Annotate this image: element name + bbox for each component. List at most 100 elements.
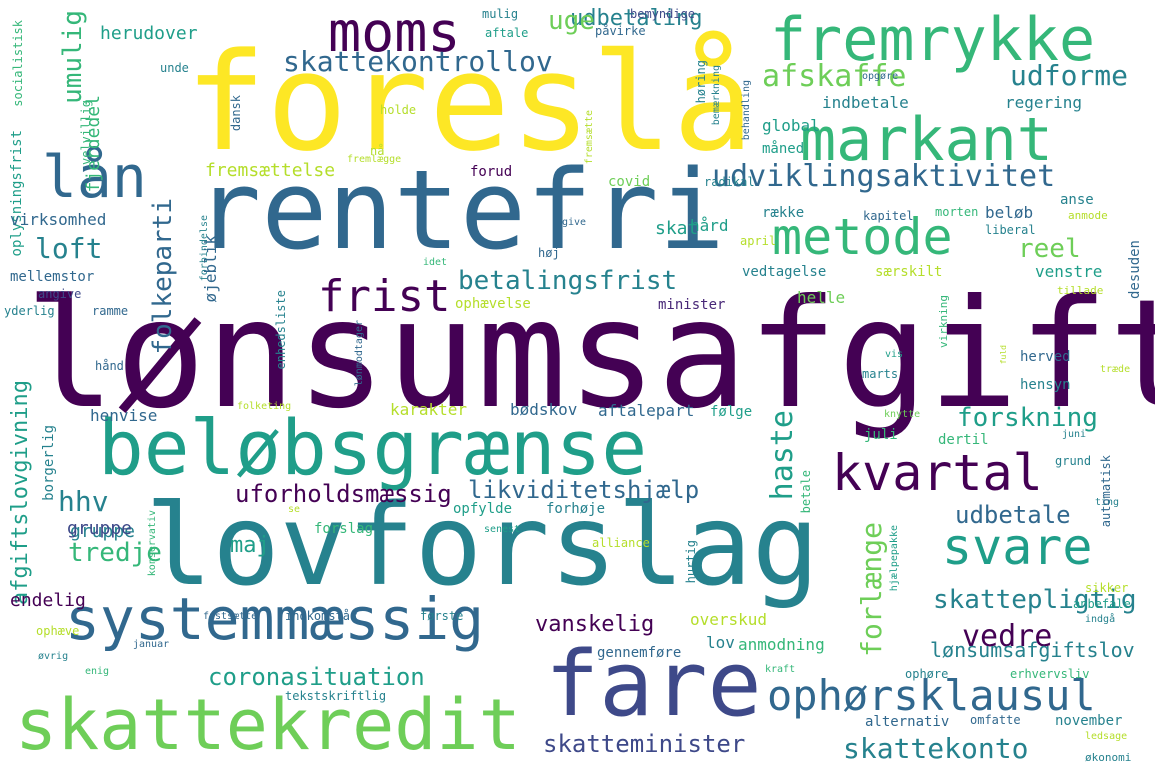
word-mulig: mulig (482, 7, 519, 21)
word-alliance: alliance (592, 536, 650, 550)
word-ting: ting (1095, 497, 1120, 508)
word-umulig: umulig (58, 10, 88, 104)
word-radikal: radikal (704, 175, 755, 189)
word-grund: grund (1055, 454, 1092, 468)
word-skat: skat (655, 218, 699, 239)
word-fastsaette: fastsætte (203, 611, 258, 622)
word-uge: uge (548, 6, 595, 36)
word-automatisk: automatisk (1099, 455, 1113, 528)
word-forud: forud (470, 164, 513, 180)
word-maj: maj (230, 533, 270, 558)
word-minister: minister (658, 297, 726, 313)
word-anse: anse (1060, 192, 1094, 208)
word-ramme: ramme (92, 304, 129, 318)
word-enhedsliste: enhedsliste (274, 290, 288, 370)
word-se: se (288, 504, 301, 515)
word-okonomi: økonomi (1085, 751, 1132, 764)
word-gruppe: gruppe (70, 521, 136, 542)
word-angive: angive (38, 287, 82, 301)
word-tillade: tillade (1057, 284, 1104, 297)
word-lonsumsafgiftslov: lønsumsafgiftslov (930, 638, 1135, 662)
word-skattekontrollov: skattekontrollov (283, 45, 553, 78)
word-udbetaling: udbetaling (570, 6, 703, 31)
word-udviklingsaktivitet: udviklingsaktivitet (712, 159, 1056, 194)
word-loft: loft (35, 232, 103, 265)
word-holde: holde (380, 103, 417, 117)
word-hard: hård (690, 216, 729, 235)
word-konservativ: konservativ (147, 510, 158, 577)
word-betale: betale (799, 470, 813, 514)
word-fremrykke: fremrykke (770, 5, 1096, 75)
word-lov: lov (706, 633, 735, 652)
word-likviditetshjaelp: likviditetshjælp (468, 476, 700, 504)
word-forlaenge: forlænge (855, 522, 888, 657)
word-ophaeve: ophæve (36, 624, 80, 638)
word-traede: træde (1100, 364, 1131, 375)
word-ophorsklausul: ophørsklausul (767, 671, 1096, 720)
word-markant: markant (800, 105, 1053, 175)
word-folketing: folketing (237, 401, 292, 412)
word-afgiftslovgivning: afgiftslovgivning (8, 380, 33, 606)
word-rentefri: rentefri (195, 146, 725, 274)
word-belob: beløb (985, 203, 1034, 222)
word-hensyn: hensyn (1020, 377, 1071, 393)
word-velvillig: velvillig (79, 100, 93, 166)
word-fremsaette: fremsætte (584, 110, 595, 165)
word-skattekonto: skattekonto (843, 732, 1029, 765)
word-knytte: knytte (884, 409, 921, 420)
word-oplysningsfrist: oplysningsfrist (9, 130, 25, 257)
word-forskning: forskning (957, 403, 1098, 433)
word-covid: covid (608, 174, 651, 190)
word-global: global (762, 116, 820, 135)
word-mellemstor: mellemstor (10, 269, 95, 285)
word-na: nå (370, 144, 385, 158)
word-juni: juni (1062, 429, 1087, 440)
word-ovrig: øvrig (38, 651, 69, 662)
word-hoj: høj (538, 246, 560, 260)
word-aftalepart: aftalepart (598, 401, 695, 420)
word-hurtig: hurtig (684, 540, 698, 584)
word-dertil: dertil (938, 432, 989, 448)
word-fremlaegge: fremlægge (347, 154, 402, 165)
word-vedre: vedre (962, 619, 1053, 654)
word-hand: hånd (95, 359, 124, 373)
word-aftale: aftale (485, 26, 529, 40)
word-fare: fare (545, 632, 762, 737)
word-borgerlig: borgerlig (41, 425, 57, 501)
word-marts: marts (862, 367, 899, 381)
word-tredje: tredje (68, 538, 162, 568)
word-opfylde: opfylde (453, 501, 513, 517)
word-henvise: henvise (90, 406, 158, 425)
word-folkeparti: folkeparti (148, 198, 178, 355)
word-bemaerkning: bemærkning (711, 65, 722, 126)
word-kraft: kraft (765, 664, 796, 675)
word-morten: morten (935, 205, 979, 219)
word-reel: reel (1018, 234, 1081, 264)
word-vis: vis (885, 349, 904, 360)
word-lovforslag: lovforslag (145, 481, 820, 611)
word-afskaffe: afskaffe (762, 59, 907, 94)
word-hhv: hhv (58, 485, 109, 518)
word-foresla: foreslå (185, 24, 754, 181)
word-anmodning: anmodning (738, 635, 825, 654)
word-enig: enig (85, 666, 110, 677)
word-give: give (562, 217, 587, 228)
word-forhoje: forhøje (546, 501, 606, 517)
word-regering: regering (1005, 93, 1083, 112)
word-bemyndige: bemyndige (630, 7, 696, 21)
word-udbetale: udbetale (955, 501, 1071, 529)
word-raekke: række (762, 205, 805, 221)
word-vedtagelse: vedtagelse (742, 264, 827, 280)
word-overskud: overskud (690, 610, 768, 629)
word-vanskelig: vanskelig (535, 612, 655, 637)
word-behandling: behandling (741, 80, 752, 141)
word-helle: helle (797, 288, 846, 307)
word-bodskov: bødskov (510, 400, 578, 419)
word-endelig: endelig (10, 590, 86, 611)
word-ophore: ophøre (905, 667, 949, 681)
word-juli: juli (864, 427, 898, 443)
word-metode: metode (772, 208, 953, 266)
word-lonsumsafgift: lønsumsafgift (25, 268, 1155, 442)
word-skattepligtig: skattepligtig (933, 585, 1137, 615)
word-opgore: opgøre (862, 71, 899, 82)
